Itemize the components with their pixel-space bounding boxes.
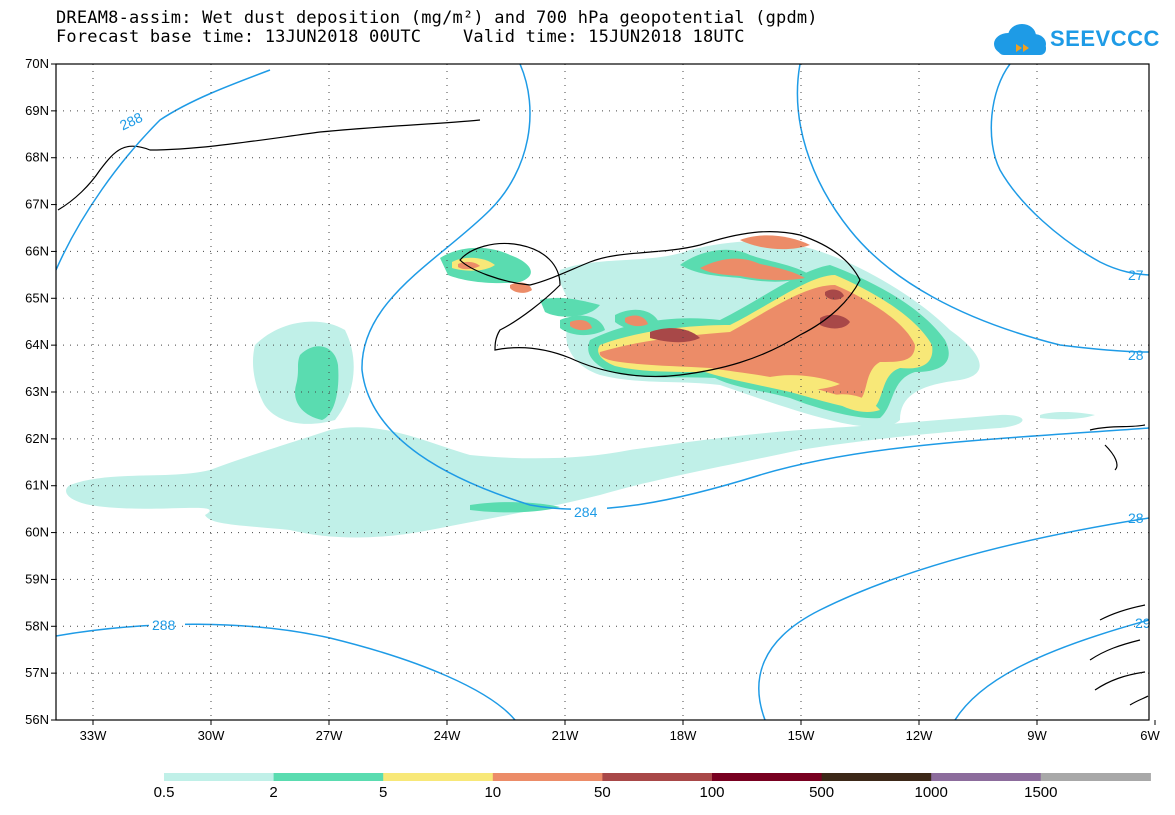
legend-label: 500 <box>809 784 834 801</box>
legend-swatch <box>164 773 275 781</box>
lat-label: 57N <box>25 665 49 680</box>
lat-label: 58N <box>25 618 49 633</box>
lat-label: 60N <box>25 525 49 540</box>
lon-label: 15W <box>788 728 815 743</box>
lat-label: 61N <box>25 478 49 493</box>
legend-swatch <box>712 773 823 781</box>
legend-label: 2 <box>269 784 277 801</box>
latitude-axis: 70N 69N 68N 67N 66N 65N 64N 63N 62N 61N 60N 59N 58N 5… <box>25 56 56 727</box>
lat-label: 68N <box>25 150 49 165</box>
legend-swatch <box>931 773 1042 781</box>
legend-swatch <box>1040 773 1151 781</box>
seevccc-logo: SEEVCCC <box>990 22 1159 58</box>
lon-label: 9W <box>1027 728 1047 743</box>
lon-label: 6W <box>1140 728 1160 743</box>
legend-swatch <box>602 773 713 781</box>
lat-label: 56N <box>25 712 49 727</box>
color-legend: 0.5 2 5 10 50 100 500 1000 1500 <box>154 773 1151 801</box>
legend-label: 1000 <box>915 784 948 801</box>
logo-text: SEEVCCC <box>1050 26 1160 51</box>
legend-label: 100 <box>699 784 724 801</box>
legend-label: 5 <box>379 784 387 801</box>
lon-label: 12W <box>906 728 933 743</box>
longitude-axis: 33W 30W 27W 24W 21W 18W 15W 12W 9W 6W <box>80 720 1160 743</box>
legend-label: 10 <box>484 784 501 801</box>
contour-label: 28 <box>1128 347 1144 363</box>
lat-label: 63N <box>25 384 49 399</box>
contour-label: 29 <box>1135 615 1151 631</box>
contour-label: 28 <box>1128 510 1144 526</box>
contour-label: 288 <box>152 617 176 633</box>
lat-label: 66N <box>25 243 49 258</box>
lat-label: 69N <box>25 103 49 118</box>
lat-label: 64N <box>25 337 49 352</box>
lat-label: 62N <box>25 431 49 446</box>
legend-swatch <box>383 773 494 781</box>
cloud-icon <box>994 24 1046 55</box>
legend-label: 1500 <box>1024 784 1057 801</box>
legend-swatch <box>821 773 932 781</box>
lon-label: 27W <box>316 728 343 743</box>
lat-label: 70N <box>25 56 49 71</box>
lat-label: 59N <box>25 571 49 586</box>
contour-label: 284 <box>574 504 598 520</box>
lon-label: 33W <box>80 728 107 743</box>
legend-label: 0.5 <box>154 784 175 801</box>
map-frame <box>55 63 1150 721</box>
lat-label: 67N <box>25 197 49 212</box>
dust-deposition-field <box>56 64 1149 720</box>
lon-label: 21W <box>552 728 579 743</box>
graticule <box>56 64 1149 720</box>
lon-label: 18W <box>670 728 697 743</box>
legend-label: 50 <box>594 784 611 801</box>
legend-swatch <box>273 773 384 781</box>
lat-label: 65N <box>25 290 49 305</box>
legend-swatch <box>492 773 603 781</box>
lon-label: 24W <box>434 728 461 743</box>
contour-label: 27 <box>1128 267 1144 283</box>
lon-label: 30W <box>198 728 225 743</box>
map-title-line1: DREAM8-assim: Wet dust deposition (mg/m²… <box>56 8 818 28</box>
map-title-line2: Forecast base time: 13JUN2018 00UTC Vali… <box>56 27 745 47</box>
